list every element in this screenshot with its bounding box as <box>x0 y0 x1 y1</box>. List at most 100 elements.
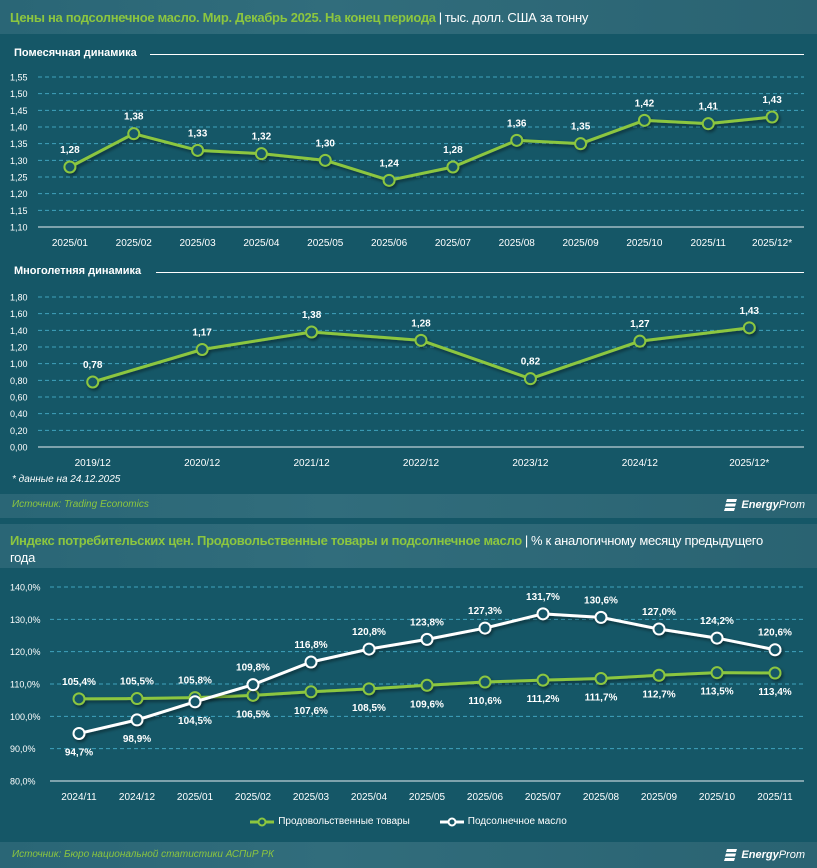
data-label: 1,28 <box>443 145 463 156</box>
x-tick-label: 2025/03 <box>293 792 330 803</box>
data-label: 0,82 <box>521 357 541 368</box>
x-tick-label: 2025/12* <box>752 238 792 249</box>
x-tick-label: 2025/07 <box>435 238 472 249</box>
chart-multiyear: 0,00 0,20 0,40 0,60 0,80 1,00 1,20 1,40 1,60 1,80… <box>10 293 804 469</box>
legend-label-food: Продовольственные товары <box>278 816 410 827</box>
data-point <box>710 631 724 645</box>
data-point <box>652 622 666 636</box>
legend-item-food: Продовольственные товары <box>250 816 410 827</box>
x-tick-label: 2021/12 <box>293 458 330 469</box>
data-point <box>72 726 86 740</box>
data-point <box>195 343 209 356</box>
data-point <box>574 137 588 151</box>
y-tick-label: 1,30 <box>10 156 28 166</box>
header-2-title: Индекс потребительских цен. Продовольств… <box>10 533 522 548</box>
y-tick-label: 1,45 <box>10 106 28 116</box>
chart-cpi: 80,0% 90,0% 100,0% 110,0% 120,0% 130,0% 140,0%… <box>10 583 804 803</box>
legend-marker-oil-icon <box>439 817 464 826</box>
data-point <box>305 325 319 339</box>
source-band-2: Источник: Бюро национальной статистики А… <box>0 842 817 868</box>
x-tick-label: 2025/04 <box>243 238 280 249</box>
header-1-separator: | <box>438 10 442 25</box>
data-point <box>523 372 537 386</box>
y-tick-label: 1,20 <box>10 343 28 353</box>
y-tick-label: 1,80 <box>10 293 28 303</box>
logo-text-bold-2: Energy <box>741 849 779 861</box>
data-label: 123,8% <box>410 617 444 628</box>
data-point <box>304 685 318 699</box>
footnote: * данные на 24.12.2025 <box>12 474 121 485</box>
data-label: 105,8% <box>178 676 212 687</box>
data-point <box>510 133 524 147</box>
data-point <box>765 110 779 124</box>
data-label: 94,7% <box>65 747 93 758</box>
y-tick-label: 1,35 <box>10 139 28 149</box>
y-tick-label: 140,0% <box>10 583 41 593</box>
data-point <box>414 333 428 347</box>
x-tick-label: 2025/06 <box>371 238 408 249</box>
data-label: 1,43 <box>762 95 782 106</box>
x-tick-label: 2022/12 <box>403 458 440 469</box>
data-point <box>130 692 144 706</box>
data-label: 110,6% <box>468 696 501 707</box>
x-tick-label: 2020/12 <box>184 458 221 469</box>
y-tick-label: 1,55 <box>10 73 28 83</box>
x-tick-label: 2025/10 <box>626 238 663 249</box>
x-tick-label: 2025/07 <box>525 792 562 803</box>
y-tick-label: 1,50 <box>10 89 28 99</box>
x-tick-label: 2024/12 <box>622 458 659 469</box>
x-tick-label: 2025/06 <box>467 792 504 803</box>
y-tick-label: 0,80 <box>10 376 28 386</box>
x-tick-label: 2025/08 <box>499 238 536 249</box>
y-tick-label: 90,0% <box>10 744 36 754</box>
energyprom-logo-2: EnergyProm <box>724 848 805 862</box>
y-tick-label: 0,20 <box>10 426 28 436</box>
energyprom-logo-icon <box>724 849 738 861</box>
data-label: 1,36 <box>507 118 527 129</box>
section-rule-monthly <box>150 54 804 55</box>
data-point <box>420 678 434 692</box>
data-label: 0,78 <box>83 360 103 371</box>
data-label: 127,3% <box>468 606 502 617</box>
section-label-multiyear: Многолетняя динамика <box>14 265 142 277</box>
data-label: 111,7% <box>585 693 618 704</box>
data-point <box>318 153 332 167</box>
header-2-separator: | <box>524 533 528 548</box>
data-label: 1,38 <box>302 310 322 321</box>
legend-item-oil: Подсолнечное масло <box>439 816 567 827</box>
data-label: 98,9% <box>123 734 151 745</box>
x-tick-label: 2025/12* <box>729 458 769 469</box>
data-point <box>594 672 608 686</box>
data-point <box>362 682 376 696</box>
y-tick-label: 1,25 <box>10 173 28 183</box>
data-label: 1,30 <box>316 138 336 149</box>
logo-text-rest-2: Prom <box>778 849 805 861</box>
x-tick-label: 2025/09 <box>563 238 600 249</box>
source-band-1: Источник: Trading Economics EnergyProm <box>0 494 817 518</box>
data-point <box>246 688 260 702</box>
data-point <box>304 655 318 669</box>
data-point <box>254 147 268 161</box>
series-1 <box>72 607 782 740</box>
x-tick-label: 2025/05 <box>307 238 344 249</box>
x-tick-label: 2025/02 <box>116 238 153 249</box>
chart-monthly: 1,10 1,15 1,20 1,25 1,30 1,35 1,40 1,45 1,50 1,55… <box>10 73 804 249</box>
y-tick-label: 1,00 <box>10 359 28 369</box>
y-tick-label: 1,40 <box>10 326 28 336</box>
data-label: 1,28 <box>411 318 431 329</box>
x-tick-label: 2025/01 <box>177 792 214 803</box>
data-label: 104,5% <box>178 716 212 727</box>
data-point <box>633 334 647 348</box>
data-point <box>191 143 205 157</box>
data-label: 120,6% <box>758 628 792 639</box>
data-point <box>188 695 202 709</box>
data-label: 1,33 <box>188 128 208 139</box>
data-label: 112,7% <box>642 689 675 700</box>
data-label: 1,38 <box>124 112 144 123</box>
data-point <box>536 607 550 621</box>
data-label: 120,8% <box>352 627 386 638</box>
header-1-title-line: Цены на подсолнечное масло. Мир. Декабрь… <box>10 10 588 25</box>
data-label: 1,42 <box>635 98 655 109</box>
logo-text-rest: Prom <box>778 499 805 511</box>
data-label: 116,8% <box>294 640 327 651</box>
